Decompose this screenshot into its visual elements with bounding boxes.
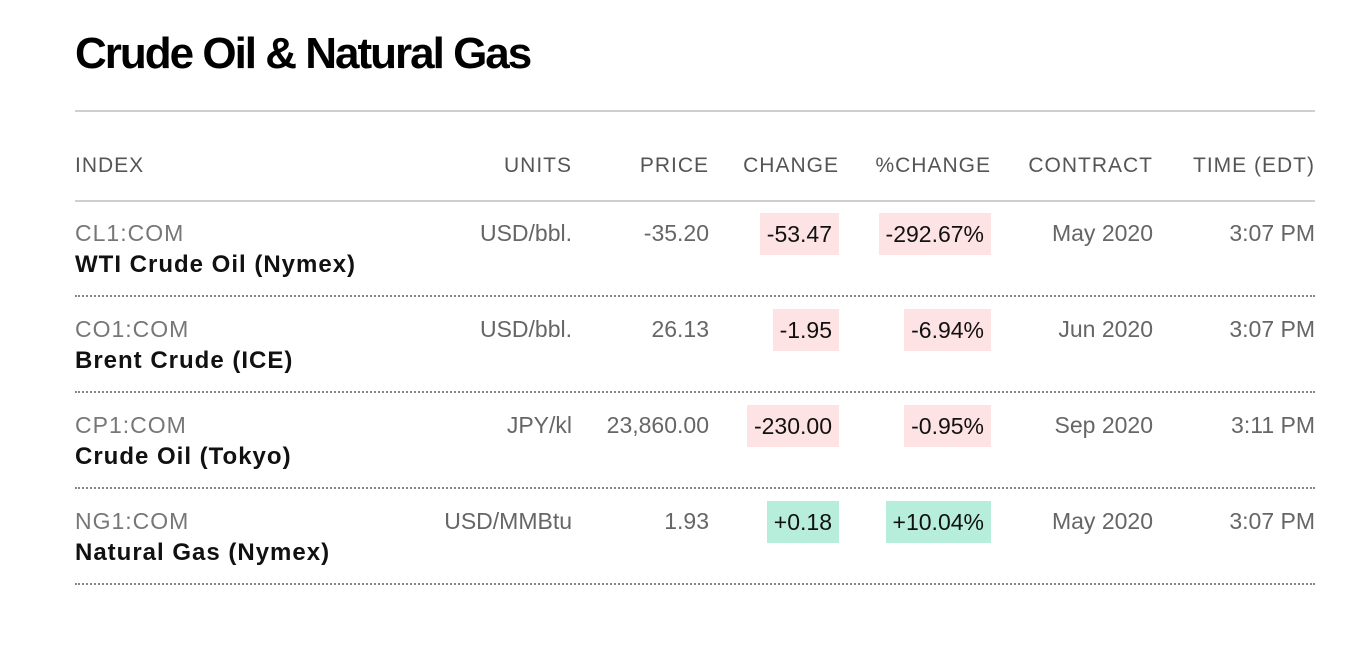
row-ticker[interactable]: NG1:COM [75, 508, 190, 534]
row-units: JPY/kl [506, 412, 572, 438]
row-time: 3:07 PM [1229, 316, 1315, 342]
row-pct-change-badge: -0.95% [904, 405, 991, 447]
header-price: PRICE [639, 154, 709, 177]
row-price: -35.20 [643, 220, 709, 246]
row-units: USD/bbl. [479, 316, 572, 342]
row-change-badge: -53.47 [759, 213, 839, 255]
table-row[interactable]: CL1:COM WTI Crude Oil (Nymex) USD/bbl. -… [75, 201, 1315, 297]
row-time: 3:07 PM [1229, 220, 1315, 246]
row-pct-change-badge: +10.04% [885, 501, 991, 543]
row-name[interactable]: Crude Oil (Tokyo) [75, 443, 292, 470]
table-header: INDEX UNITS PRICE CHANGE %CHANGE CONTRAC… [75, 150, 1315, 182]
row-name[interactable]: Brent Crude (ICE) [75, 347, 294, 374]
row-price: 26.13 [651, 316, 709, 342]
row-ticker[interactable]: CP1:COM [75, 412, 187, 438]
row-pct-change-badge: -6.94% [904, 309, 991, 351]
title-divider [75, 110, 1315, 112]
row-units: USD/bbl. [479, 220, 572, 246]
row-ticker[interactable]: CL1:COM [75, 220, 185, 246]
row-divider [75, 583, 1315, 585]
header-units: UNITS [504, 154, 572, 177]
row-contract: May 2020 [1051, 220, 1153, 246]
header-index: INDEX [75, 154, 145, 177]
row-contract: May 2020 [1051, 508, 1153, 534]
table-row[interactable]: NG1:COM Natural Gas (Nymex) USD/MMBtu 1.… [75, 489, 1315, 585]
row-time: 3:11 PM [1231, 412, 1315, 438]
header-contract: CONTRACT [1028, 154, 1153, 177]
row-ticker[interactable]: CO1:COM [75, 316, 190, 342]
row-divider [75, 295, 1315, 297]
row-contract: Jun 2020 [1058, 316, 1153, 342]
row-name[interactable]: WTI Crude Oil (Nymex) [75, 251, 357, 278]
row-pct-change-badge: -292.67% [878, 213, 991, 255]
row-divider [75, 487, 1315, 489]
header-time: TIME (EDT) [1193, 154, 1315, 177]
row-time: 3:07 PM [1229, 508, 1315, 534]
row-contract: Sep 2020 [1054, 412, 1153, 438]
row-price: 1.93 [664, 508, 709, 534]
page-title: Crude Oil & Natural Gas [75, 29, 532, 78]
row-name[interactable]: Natural Gas (Nymex) [75, 539, 331, 566]
row-change-badge: -1.95 [772, 309, 839, 351]
row-units: USD/MMBtu [444, 508, 572, 534]
header-change: CHANGE [743, 154, 839, 177]
row-change-badge: +0.18 [766, 501, 839, 543]
table-row[interactable]: CP1:COM Crude Oil (Tokyo) JPY/kl 23,860.… [75, 393, 1315, 489]
header-divider [75, 200, 1315, 202]
row-price: 23,860.00 [606, 412, 709, 438]
row-divider [75, 391, 1315, 393]
table-row[interactable]: CO1:COM Brent Crude (ICE) USD/bbl. 26.13… [75, 297, 1315, 393]
row-change-badge: -230.00 [746, 405, 839, 447]
header-pct-change: %CHANGE [875, 154, 991, 177]
